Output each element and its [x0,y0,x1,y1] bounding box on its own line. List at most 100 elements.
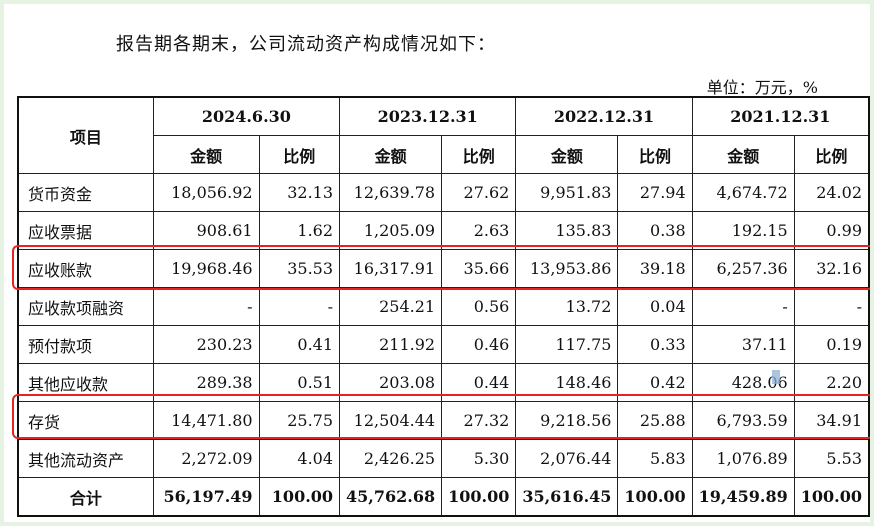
amount-cell: 12,504.44 [339,401,443,440]
ratio-cell: 2.63 [441,211,517,250]
table-row: 货币资金 18,056.92 32.13 12,639.78 27.62 9,951.83… [17,173,870,212]
ratio-cell: 0.44 [441,363,517,402]
ratio-cell: 100.00 [441,477,517,517]
amount-cell: 192.15 [691,211,795,250]
ratio-cell: 0.56 [441,287,517,326]
amount-cell: 13,953.86 [515,249,619,288]
row-label: 其他应收款 [17,363,154,402]
amount-cell: 56,197.49 [152,477,260,517]
ratio-cell: 25.75 [258,401,341,440]
row-label: 其他流动资产 [17,439,154,478]
amount-cell: 230.23 [152,325,260,364]
ratio-cell: 0.04 [617,287,693,326]
amount-cell: 16,317.91 [339,249,443,288]
header-ratio: 比例 [617,135,693,174]
table-row: 其他流动资产 2,272.09 4.04 2,426.25 5.30 2,076.44 5.… [17,439,870,478]
ratio-cell: 32.13 [258,173,341,212]
table-row: 应收票据 908.61 1.62 1,205.09 2.63 135.83 0.38 192.… [17,211,870,250]
header-ratio: 比例 [258,135,341,174]
selection-mark [772,370,780,384]
unit-label: 单位：万元，% [706,78,818,97]
ratio-cell: 2.20 [793,363,870,402]
total-row: 合计 56,197.49 100.00 45,762.68 100.00 35,616.4… [17,477,870,517]
amount-cell: 135.83 [515,211,619,250]
amount-cell: 2,426.25 [339,439,443,478]
ratio-cell: 0.51 [258,363,341,402]
ratio-cell: - [258,287,341,326]
ratio-cell: 0.46 [441,325,517,364]
ratio-cell: 0.33 [617,325,693,364]
table-body: 货币资金 18,056.92 32.13 12,639.78 27.62 9,951.83… [17,173,870,517]
ratio-cell: 0.38 [617,211,693,250]
header-amount: 金额 [515,135,619,174]
ratio-cell: 0.19 [793,325,870,364]
amount-cell: 203.08 [339,363,443,402]
ratio-cell: 5.53 [793,439,870,478]
amount-cell: 4,674.72 [691,173,795,212]
amount-cell: 35,616.45 [515,477,619,517]
amount-cell: 13.72 [515,287,619,326]
ratio-cell: 35.66 [441,249,517,288]
amount-cell: 19,459.89 [691,477,795,517]
row-label: 合计 [17,477,154,517]
row-label: 货币资金 [17,173,154,212]
table-row: 预付款项 230.23 0.41 211.92 0.46 117.75 0.33 37.11 0… [17,325,870,364]
ratio-cell: 34.91 [793,401,870,440]
ratio-cell: 0.99 [793,211,870,250]
header-row-columns: 金额 比例 金额 比例 金额 比例 金额 比例 [18,135,870,174]
amount-cell: 37.11 [691,325,795,364]
current-assets-table: 项目 2024.6.30 2023.12.31 2022.12.31 2021.… [17,96,870,517]
amount-cell: 2,272.09 [152,439,260,478]
amount-cell: - [691,287,795,326]
amount-cell: 18,056.92 [152,173,260,212]
ratio-cell: 0.42 [617,363,693,402]
amount-cell: 117.75 [515,325,619,364]
ratio-cell: 39.18 [617,249,693,288]
amount-cell: 9,951.83 [515,173,619,212]
table-row: 应收款项融资 - -254.21 0.56 13.72 0.04- - [17,287,870,326]
ratio-cell: 5.30 [441,439,517,478]
header-period-2022-12-31: 2022.12.31 [515,96,693,136]
ratio-cell: 27.94 [617,173,693,212]
ratio-cell: 0.41 [258,325,341,364]
ratio-cell: 5.83 [617,439,693,478]
amount-cell: 45,762.68 [339,477,443,517]
row-label: 存货 [17,401,154,440]
ratio-cell: 27.62 [441,173,517,212]
amount-cell: 1,076.89 [691,439,795,478]
header-period-2023-12-31: 2023.12.31 [339,96,517,136]
row-label: 预付款项 [17,325,154,364]
amount-cell: 14,471.80 [152,401,260,440]
ratio-cell: 100.00 [793,477,870,517]
table-row: 应收账款 19,968.46 35.53 16,317.91 35.66 13,953.8… [17,249,870,288]
amount-cell: - [152,287,260,326]
amount-cell: 211.92 [339,325,443,364]
intro-text: 报告期各期末，公司流动资产构成情况如下： [116,34,496,55]
row-label: 应收票据 [17,211,154,250]
document-page: 报告期各期末，公司流动资产构成情况如下： 单位：万元，% 项目 2024.6.3… [4,4,870,522]
ratio-cell: 25.88 [617,401,693,440]
row-label: 应收账款 [17,249,154,288]
amount-cell: 289.38 [152,363,260,402]
table-row: 其他应收款 289.38 0.51 203.08 0.44 148.46 0.42 428.0… [17,363,870,402]
row-label: 应收款项融资 [17,287,154,326]
amount-cell: 148.46 [515,363,619,402]
header-ratio: 比例 [793,135,870,174]
header-ratio: 比例 [441,135,517,174]
header-amount: 金额 [152,135,260,174]
amount-cell: 1,205.09 [339,211,443,250]
ratio-cell: 24.02 [793,173,870,212]
amount-cell: 6,257.36 [691,249,795,288]
ratio-cell: - [793,287,870,326]
ratio-cell: 32.16 [793,249,870,288]
ratio-cell: 1.62 [258,211,341,250]
amount-cell: 12,639.78 [339,173,443,212]
ratio-cell: 27.32 [441,401,517,440]
header-item: 项目 [17,96,154,174]
header-row-periods: 项目 2024.6.30 2023.12.31 2022.12.31 2021.… [17,96,870,174]
ratio-cell: 35.53 [258,249,341,288]
amount-cell: 9,218.56 [515,401,619,440]
ratio-cell: 4.04 [258,439,341,478]
ratio-cell: 100.00 [258,477,341,517]
header-period-2021-12-31: 2021.12.31 [691,96,870,136]
